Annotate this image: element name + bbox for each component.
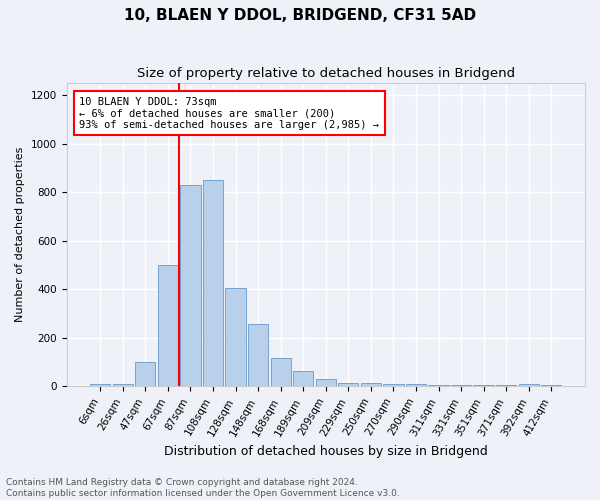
- Text: 10, BLAEN Y DDOL, BRIDGEND, CF31 5AD: 10, BLAEN Y DDOL, BRIDGEND, CF31 5AD: [124, 8, 476, 22]
- Title: Size of property relative to detached houses in Bridgend: Size of property relative to detached ho…: [137, 68, 515, 80]
- Bar: [203, 180, 223, 386]
- Bar: [181, 185, 200, 386]
- Bar: [383, 384, 404, 386]
- Bar: [473, 385, 494, 386]
- Bar: [158, 265, 178, 386]
- Bar: [90, 384, 110, 386]
- Bar: [541, 385, 562, 386]
- Bar: [271, 358, 291, 386]
- Y-axis label: Number of detached properties: Number of detached properties: [15, 147, 25, 322]
- Bar: [428, 385, 449, 386]
- Bar: [338, 382, 358, 386]
- Text: 10 BLAEN Y DDOL: 73sqm
← 6% of detached houses are smaller (200)
93% of semi-det: 10 BLAEN Y DDOL: 73sqm ← 6% of detached …: [79, 96, 379, 130]
- Bar: [406, 384, 426, 386]
- Bar: [226, 288, 246, 386]
- Bar: [496, 385, 517, 386]
- Bar: [451, 385, 471, 386]
- Bar: [316, 379, 336, 386]
- Bar: [293, 370, 313, 386]
- X-axis label: Distribution of detached houses by size in Bridgend: Distribution of detached houses by size …: [164, 444, 488, 458]
- Bar: [361, 382, 381, 386]
- Bar: [518, 384, 539, 386]
- Text: Contains HM Land Registry data © Crown copyright and database right 2024.
Contai: Contains HM Land Registry data © Crown c…: [6, 478, 400, 498]
- Bar: [135, 362, 155, 386]
- Bar: [248, 324, 268, 386]
- Bar: [113, 384, 133, 386]
